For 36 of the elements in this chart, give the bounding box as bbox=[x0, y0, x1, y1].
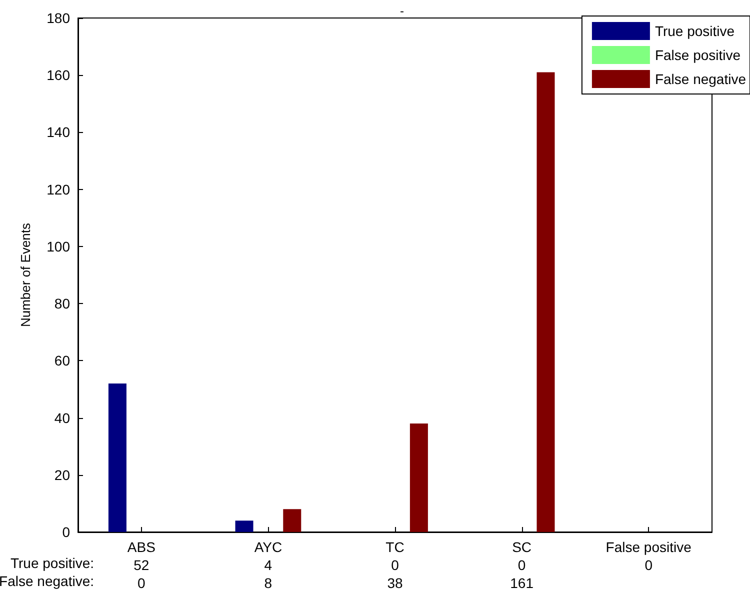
y-tick-label: 100 bbox=[46, 238, 70, 254]
y-tick-label: 160 bbox=[46, 67, 70, 84]
data-label: 8 bbox=[264, 575, 272, 591]
y-tick-label: 80 bbox=[54, 296, 70, 312]
bar bbox=[108, 384, 126, 532]
text: False negative: bbox=[0, 573, 94, 589]
data-label: 0 bbox=[644, 557, 653, 573]
y-tick-label: 60 bbox=[54, 352, 70, 369]
y-axis-title: Number of Events bbox=[18, 222, 33, 328]
legend-label: False positive bbox=[654, 47, 741, 63]
data-label: 0 bbox=[518, 557, 526, 573]
y-tick-label: 0 bbox=[62, 524, 70, 540]
y-tick-label: 180 bbox=[46, 10, 70, 26]
y-tick-label: 140 bbox=[46, 124, 70, 140]
bar bbox=[235, 520, 254, 532]
y-tick-label: 20 bbox=[54, 466, 70, 483]
x-tick-label: False positive bbox=[606, 539, 692, 555]
legend-label: True positive bbox=[654, 23, 735, 39]
data-label: 0 bbox=[391, 557, 400, 573]
bar bbox=[536, 72, 555, 532]
data-label: 161 bbox=[510, 575, 534, 591]
data-label: 38 bbox=[387, 575, 403, 591]
legend-label: False negative bbox=[654, 71, 746, 87]
x-tick-label: TC bbox=[386, 539, 404, 555]
x-tick-label: AYC bbox=[254, 539, 282, 555]
bar bbox=[283, 509, 302, 532]
y-tick-label: 40 bbox=[54, 410, 70, 426]
x-tick-label: SC bbox=[512, 539, 532, 555]
bar bbox=[410, 423, 428, 532]
data-label: 4 bbox=[264, 557, 272, 573]
x-tick-label: ABS bbox=[127, 539, 156, 555]
data-label: 0 bbox=[138, 575, 146, 591]
y-tick-label: 120 bbox=[46, 181, 70, 198]
data-label: 52 bbox=[134, 557, 150, 573]
chart-title: - bbox=[400, 4, 404, 18]
text: True positive: bbox=[10, 555, 94, 571]
